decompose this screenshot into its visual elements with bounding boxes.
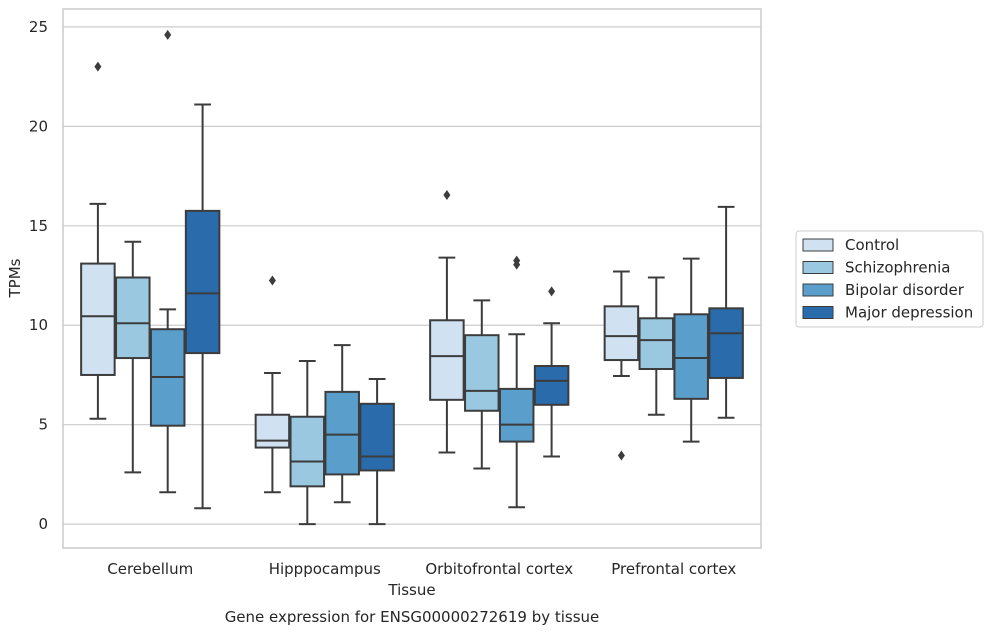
box-iqr bbox=[289, 415, 326, 488]
y-tick-label: 0 bbox=[38, 515, 48, 533]
box-iqr bbox=[673, 313, 709, 400]
outlier-point bbox=[443, 189, 451, 200]
box-1-1 bbox=[289, 360, 326, 526]
box-2-0 bbox=[429, 189, 465, 454]
box-0-2 bbox=[149, 29, 186, 494]
outlier-point bbox=[513, 259, 521, 270]
box-3-0 bbox=[603, 270, 640, 461]
plot-frame bbox=[62, 8, 762, 549]
legend-label: Major depression bbox=[845, 304, 973, 322]
box-1-2 bbox=[324, 344, 360, 504]
box-iqr bbox=[638, 317, 675, 370]
y-tick-label: 10 bbox=[29, 316, 48, 334]
box-3-1 bbox=[638, 276, 675, 416]
box-2-3 bbox=[533, 286, 570, 458]
legend: Control Schizophrenia Bipolar disorder Majo… bbox=[795, 230, 984, 328]
x-tick-label: Prefrontal cortex bbox=[611, 560, 736, 578]
x-axis-ticks: Cerebellum Hipppocampus Orbitofrontal cort… bbox=[107, 560, 736, 578]
legend-label: Control bbox=[845, 236, 899, 254]
box-3-3 bbox=[708, 205, 744, 419]
box-plot-series bbox=[80, 29, 744, 526]
box-1-0 bbox=[254, 275, 291, 494]
box-iqr bbox=[359, 402, 395, 472]
box-iqr bbox=[498, 387, 535, 443]
legend-swatch bbox=[802, 306, 834, 319]
box-1-3 bbox=[359, 377, 395, 526]
legend-swatch bbox=[802, 283, 834, 297]
chart-caption: Gene expression for ENSG00000272619 by t… bbox=[225, 608, 600, 626]
box-2-2 bbox=[498, 255, 535, 509]
box-iqr bbox=[80, 262, 116, 376]
box-iqr bbox=[115, 276, 151, 360]
box-iqr bbox=[464, 334, 500, 412]
y-axis-ticks: 0 5 10 15 20 25 bbox=[29, 18, 48, 533]
y-tick-label: 25 bbox=[29, 18, 48, 36]
legend-swatch bbox=[802, 261, 834, 274]
box-0-1 bbox=[115, 240, 151, 474]
legend-label: Schizophrenia bbox=[845, 259, 950, 277]
x-tick-label: Orbitofrontal cortex bbox=[425, 560, 573, 578]
x-axis-label: Tissue bbox=[387, 581, 435, 599]
y-tick-label: 20 bbox=[29, 117, 48, 135]
legend-label: Bipolar disorder bbox=[845, 281, 965, 299]
box-0-3 bbox=[184, 103, 221, 510]
legend-item: Control bbox=[802, 236, 899, 254]
y-tick-label: 15 bbox=[29, 217, 48, 235]
y-axis-label: TPMs bbox=[6, 258, 24, 298]
box-iqr bbox=[184, 209, 221, 355]
y-tick-label: 5 bbox=[38, 416, 48, 434]
outlier-point bbox=[268, 275, 276, 286]
box-iqr bbox=[254, 413, 291, 449]
outlier-point bbox=[94, 61, 102, 72]
legend-frame bbox=[795, 230, 984, 328]
x-tick-label: Hipppocampus bbox=[269, 560, 381, 578]
outlier-point bbox=[548, 286, 556, 297]
box-iqr bbox=[429, 319, 465, 401]
legend-item: Schizophrenia bbox=[802, 259, 950, 277]
legend-item: Bipolar disorder bbox=[802, 281, 965, 299]
box-iqr bbox=[324, 390, 360, 476]
box-iqr bbox=[708, 307, 744, 379]
box-2-1 bbox=[464, 299, 500, 470]
box-iqr bbox=[603, 305, 640, 362]
legend-item: Major depression bbox=[802, 304, 973, 322]
box-iqr bbox=[533, 365, 570, 406]
x-tick-label: Cerebellum bbox=[107, 560, 193, 578]
outlier-point bbox=[164, 29, 172, 40]
legend-swatch bbox=[802, 238, 834, 252]
box-0-0 bbox=[80, 61, 116, 420]
box-3-2 bbox=[673, 257, 709, 443]
outlier-point bbox=[617, 450, 625, 461]
